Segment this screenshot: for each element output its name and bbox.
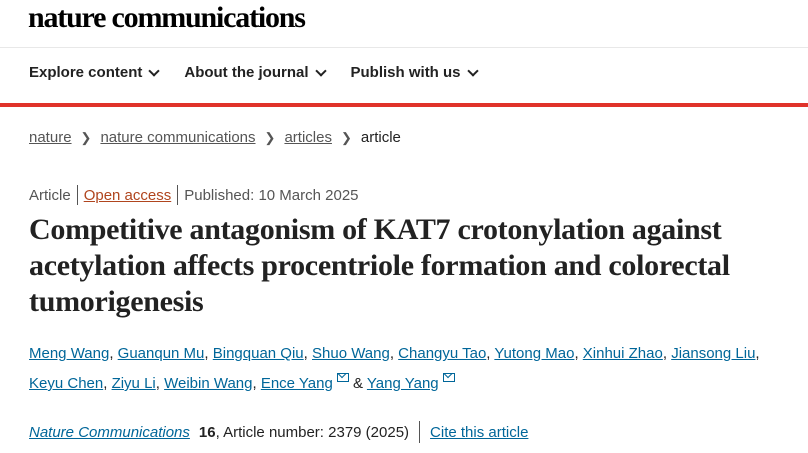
journal-link[interactable]: Nature Communications xyxy=(29,423,190,441)
author-separator: & xyxy=(348,375,367,392)
journal-logo[interactable]: nature communications xyxy=(28,1,306,34)
author-separator: , xyxy=(155,375,165,392)
author-link[interactable]: Meng Wang xyxy=(29,345,110,362)
cite-this-article-link[interactable]: Cite this article xyxy=(430,423,529,441)
author-link[interactable]: Guanqun Mu xyxy=(117,345,205,362)
divider xyxy=(419,421,421,443)
breadcrumb-current: article xyxy=(360,129,401,146)
author-link[interactable]: Jiansong Liu xyxy=(671,345,756,362)
author-separator: , xyxy=(574,345,583,362)
author-link[interactable]: Ziyu Li xyxy=(111,375,156,392)
author-link[interactable]: Weibin Wang xyxy=(164,375,253,392)
nav-label: Publish with us xyxy=(350,64,461,81)
email-icon[interactable] xyxy=(442,373,455,382)
article-meta: Article Open access Published: 10 March … xyxy=(29,185,359,205)
author-separator: , xyxy=(252,375,261,392)
author-separator: , xyxy=(662,345,672,362)
breadcrumb-nature[interactable]: nature xyxy=(29,129,72,146)
chevron-right-icon: ❯ xyxy=(340,129,352,145)
article-number: , Article number: 2379 (2025) xyxy=(215,423,410,441)
chevron-right-icon: ❯ xyxy=(80,129,92,145)
author-separator: , xyxy=(109,345,118,362)
main-nav: Explore content About the journal Publis… xyxy=(29,64,479,81)
author-link[interactable]: Keyu Chen xyxy=(29,375,104,392)
author-separator: , xyxy=(303,345,312,362)
nav-explore-content[interactable]: Explore content xyxy=(29,64,161,81)
author-separator: , xyxy=(103,375,112,392)
chevron-down-icon xyxy=(314,64,327,77)
chevron-right-icon: ❯ xyxy=(264,129,276,145)
published-date: Published: 10 March 2025 xyxy=(184,186,359,204)
author-separator: , xyxy=(755,345,760,362)
citation: Nature Communications 16 , Article numbe… xyxy=(29,421,528,443)
chevron-down-icon xyxy=(466,64,479,77)
author-link[interactable]: Bingquan Qiu xyxy=(212,345,304,362)
article-type: Article xyxy=(29,186,71,204)
author-link[interactable]: Yutong Mao xyxy=(494,345,575,362)
accent-bar xyxy=(0,103,808,107)
nav-publish-with-us[interactable]: Publish with us xyxy=(350,64,479,81)
nav-label: About the journal xyxy=(184,64,309,81)
author-separator: , xyxy=(389,345,399,362)
author-list: Meng Wang, Guanqun Mu, Bingquan Qiu, Shu… xyxy=(29,339,789,399)
divider xyxy=(177,185,179,205)
author-link[interactable]: Ence Yang xyxy=(260,375,333,392)
author-separator: , xyxy=(204,345,213,362)
breadcrumb: nature ❯ nature communications ❯ article… xyxy=(29,129,401,146)
nav-about-journal[interactable]: About the journal xyxy=(184,64,327,81)
email-icon[interactable] xyxy=(336,373,349,382)
nav-label: Explore content xyxy=(29,64,143,81)
volume: 16 xyxy=(198,423,216,441)
divider xyxy=(0,47,808,48)
breadcrumb-nature-communications[interactable]: nature communications xyxy=(100,129,256,146)
article-title: Competitive antagonism of KAT7 crotonyla… xyxy=(29,213,730,318)
author-link[interactable]: Xinhui Zhao xyxy=(582,345,663,362)
breadcrumb-articles[interactable]: articles xyxy=(284,129,332,146)
author-link[interactable]: Yang Yang xyxy=(366,375,439,392)
author-link[interactable]: Shuo Wang xyxy=(312,345,390,362)
author-link[interactable]: Changyu Tao xyxy=(398,345,487,362)
divider xyxy=(76,185,78,205)
open-access-link[interactable]: Open access xyxy=(83,186,172,204)
chevron-down-icon xyxy=(148,64,161,77)
author-separator: , xyxy=(486,345,495,362)
